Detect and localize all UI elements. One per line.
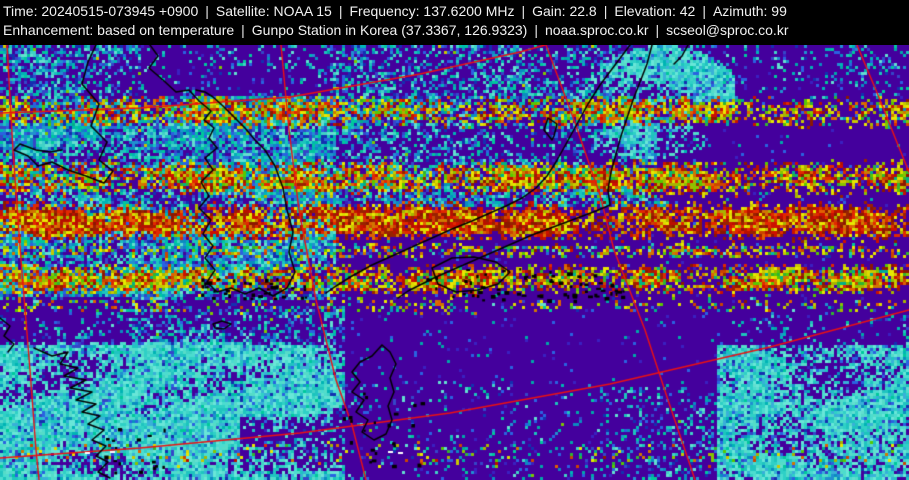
- separator: |: [655, 22, 660, 38]
- satellite-map-canvas: [0, 45, 909, 480]
- separator: |: [603, 3, 608, 19]
- header-field: Azimuth: 99: [712, 3, 787, 19]
- header-line1: Time: 20240515-073945 +0900 | Satellite: N…: [0, 2, 909, 21]
- header-field: noaa.sproc.co.kr: [544, 22, 649, 38]
- header-field: Elevation: 42: [614, 3, 696, 19]
- header: Time: 20240515-073945 +0900 | Satellite: N…: [0, 0, 909, 45]
- header-field: Gain: 22.8: [532, 3, 597, 19]
- separator: |: [241, 22, 245, 38]
- separator: |: [702, 3, 706, 19]
- header-field: Satellite: NOAA 15: [215, 3, 332, 19]
- separator: |: [205, 3, 209, 19]
- separator: |: [534, 22, 538, 38]
- header-line2: Enhancement: based on temperature | Gunpo …: [0, 21, 909, 40]
- header-field: scseol@sproc.co.kr: [666, 22, 789, 38]
- header-field: Frequency: 137.6200 MHz: [349, 3, 515, 19]
- separator: |: [338, 3, 343, 19]
- header-field: Time: 20240515-073945 +0900: [3, 3, 199, 19]
- separator: |: [521, 3, 526, 19]
- header-field: Enhancement: based on temperature: [3, 22, 235, 38]
- header-field: Gunpo Station in Korea (37.3367, 126.932…: [251, 22, 528, 38]
